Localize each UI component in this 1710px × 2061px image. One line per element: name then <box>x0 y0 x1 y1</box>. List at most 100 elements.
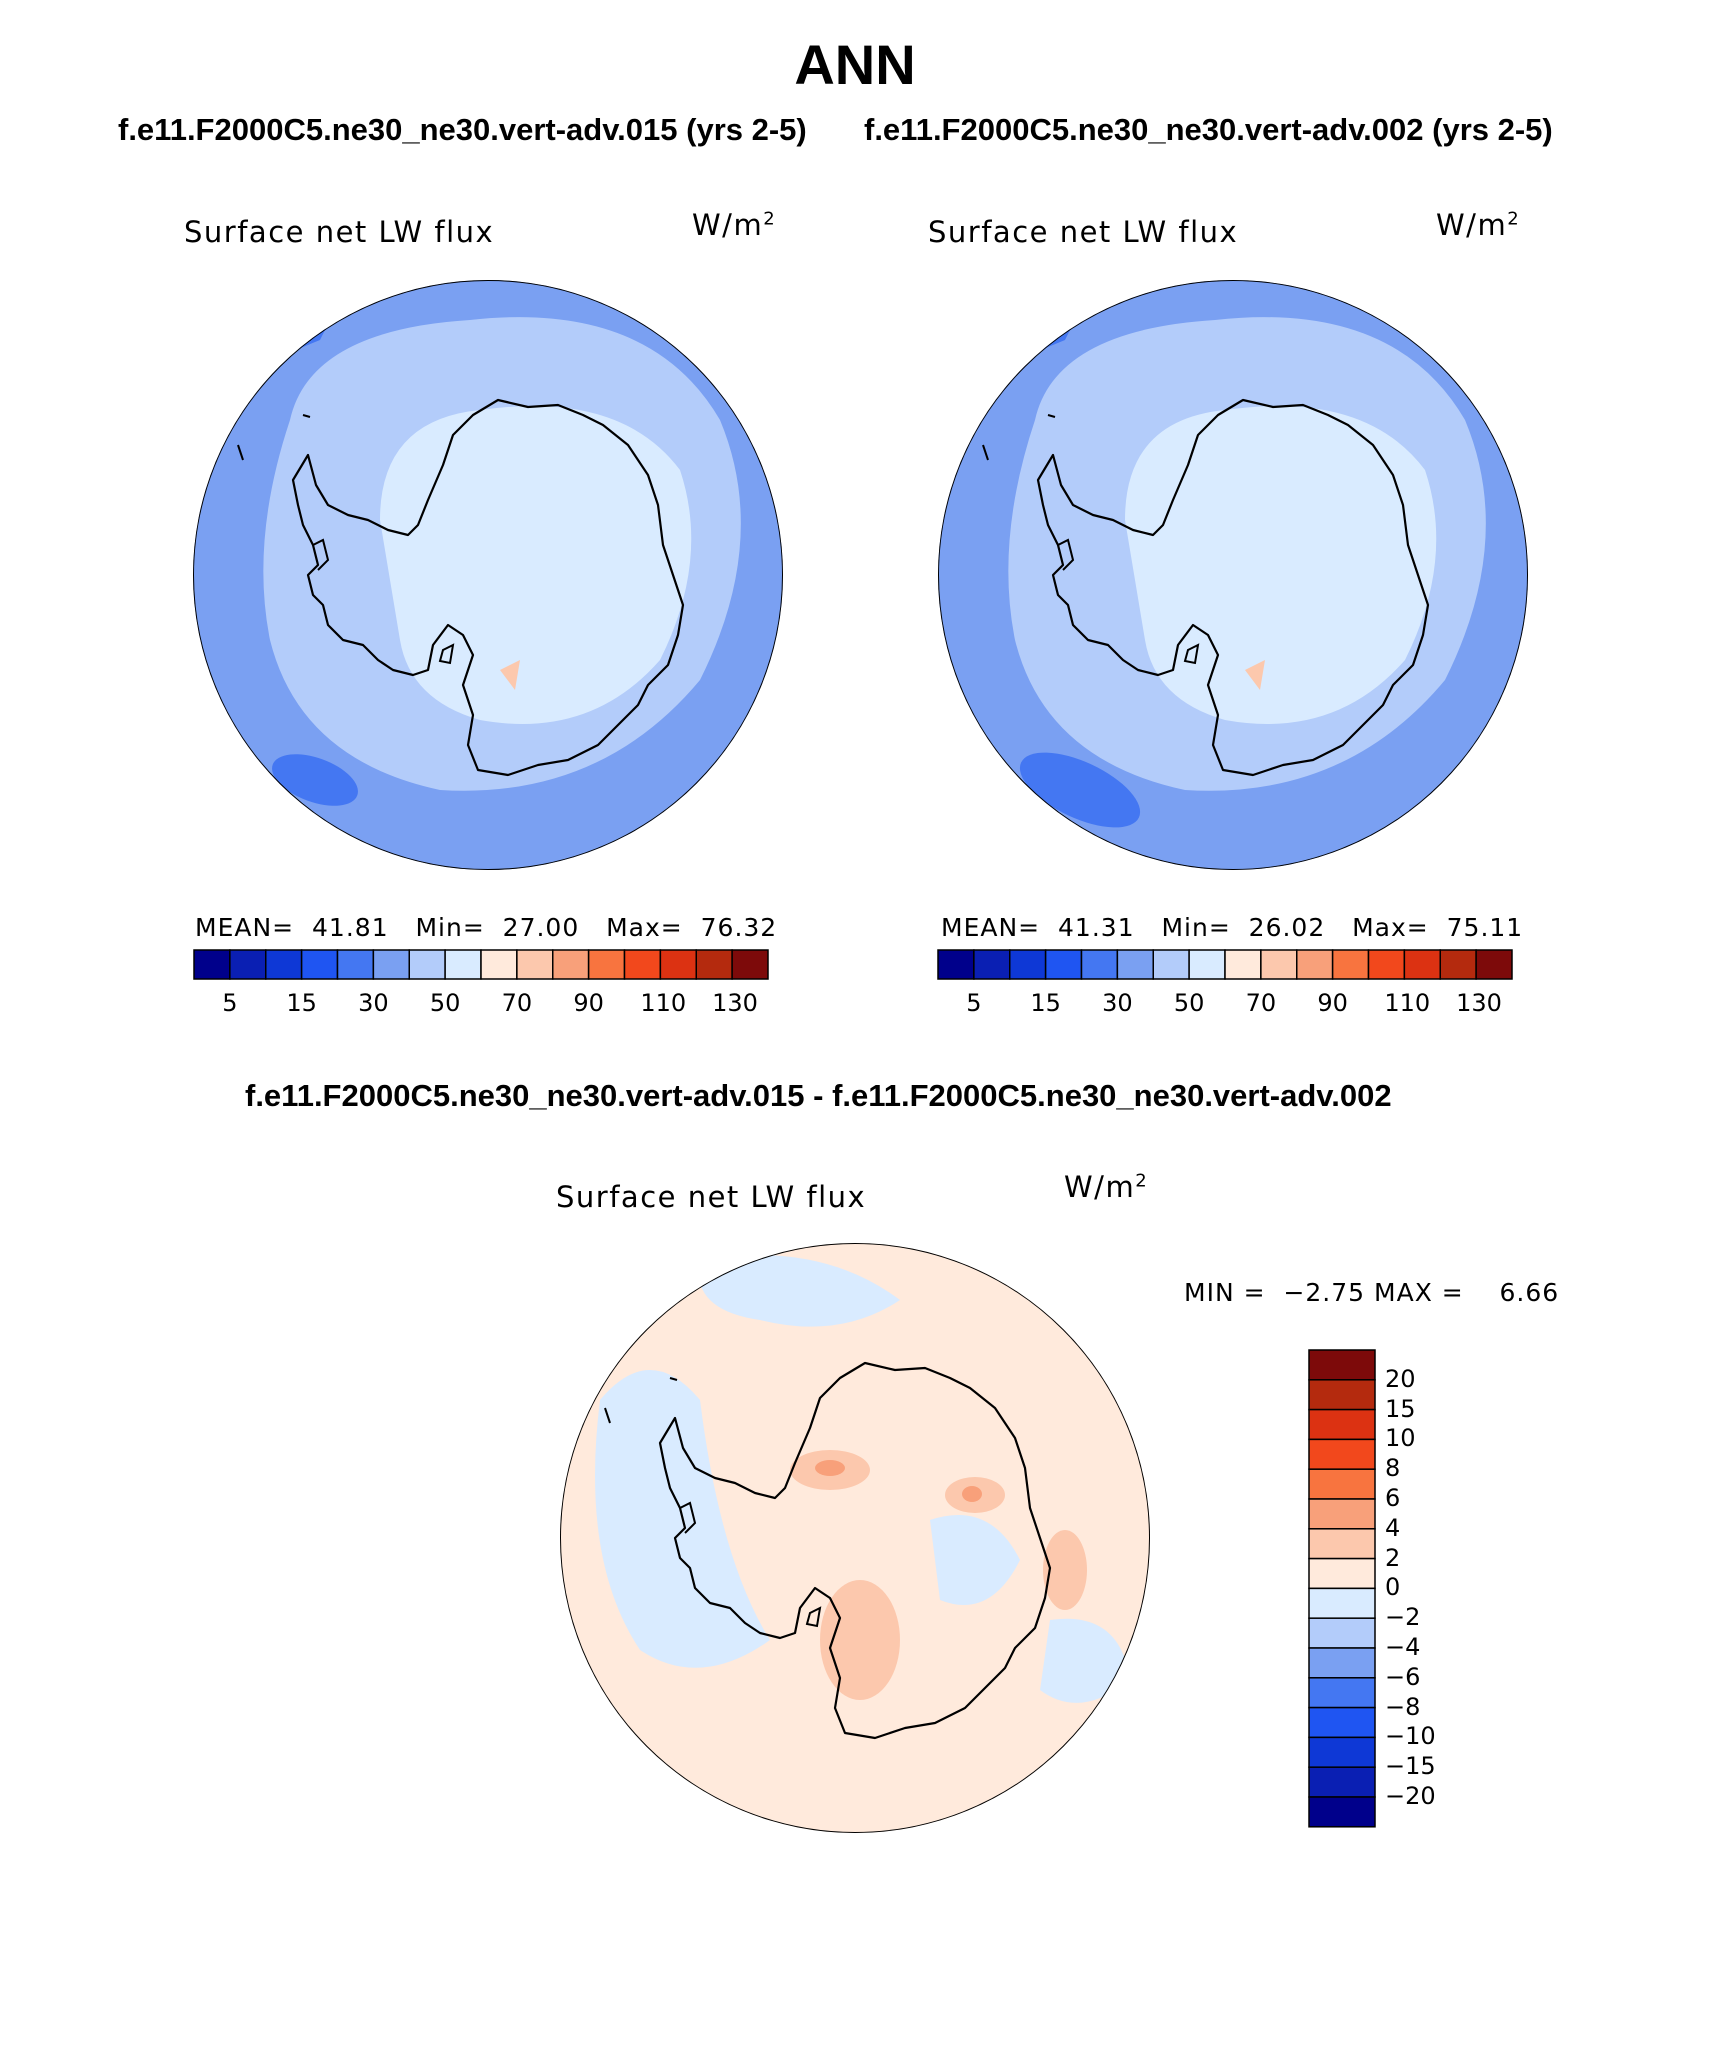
colorbar-swatch <box>1367 949 1406 980</box>
colorbar-tick-label: 70 <box>501 989 533 1017</box>
colorbar-swatch <box>1044 949 1083 980</box>
colorbar-swatch <box>731 949 769 980</box>
colorbar-tick-label: 50 <box>429 989 461 1017</box>
diff-variable-label: Surface net LW flux <box>556 1180 867 1214</box>
colorbar-tick-label: 130 <box>712 989 758 1017</box>
colorbar-swatch <box>193 949 231 980</box>
case-header-right: f.e11.F2000C5.ne30_ne30.vert-adv.002 (yr… <box>864 112 1553 147</box>
colorbar-tick-label: 15 <box>286 989 317 1017</box>
inner-band-left <box>380 406 692 724</box>
inner-band-right <box>1125 406 1437 724</box>
colorbar-tick-label: 10 <box>1385 1424 1416 1453</box>
colorbar-tick-label: 110 <box>1384 989 1431 1017</box>
stats-right: MEAN= 41.31 Min= 26.02 Max= 75.11 <box>941 913 1524 942</box>
colorbar-swatch <box>973 949 1011 980</box>
colorbar-tick-label: 50 <box>1173 989 1205 1017</box>
diff-units-label: W/m2 <box>1064 1170 1149 1204</box>
colorbar-tick-label: 30 <box>358 989 389 1017</box>
colorbar-swatch <box>1308 1349 1376 1381</box>
colorbar-swatch <box>1308 1498 1376 1530</box>
case-header-left: f.e11.F2000C5.ne30_ne30.vert-adv.015 (yr… <box>118 112 807 147</box>
colorbar-swatch <box>1152 949 1190 980</box>
diff-minmax: MIN = −2.75 MAX = 6.66 <box>1184 1278 1560 1307</box>
colorbar-swatch <box>1308 1647 1376 1679</box>
colorbar-tick-label: 90 <box>1317 989 1348 1017</box>
colorbar-swatch <box>408 949 446 980</box>
colorbar-swatch <box>516 949 554 980</box>
colorbar-swatch <box>1080 949 1119 980</box>
colorbar-tick-label: 4 <box>1385 1513 1401 1542</box>
colorbar-swatch <box>1308 1677 1376 1709</box>
page-title: ANN <box>794 33 916 96</box>
colorbar-swatch <box>1009 949 1047 980</box>
colorbar-tick-label: 2 <box>1385 1543 1401 1572</box>
colorbar-tick-label: 5 <box>966 989 982 1017</box>
diff-neg-region-4 <box>1040 1618 1130 1703</box>
colorbar-tick-label: −6 <box>1385 1662 1421 1691</box>
colorbar-swatch <box>1260 949 1298 980</box>
colorbar-tick-label: −10 <box>1385 1722 1436 1751</box>
colorbar-swatch <box>1308 1557 1376 1590</box>
colorbar-swatch <box>1403 949 1441 980</box>
diff-pos2-region-3 <box>820 1580 900 1700</box>
diff-neg-region-1 <box>698 1255 900 1327</box>
colorbar-swatch <box>372 949 410 980</box>
colorbar-tick-label: 5 <box>222 989 238 1017</box>
colorbar-swatch <box>587 949 626 980</box>
colorbar-swatch <box>300 949 339 980</box>
units-label-right: W/m2 <box>1436 208 1521 242</box>
colorbar-swatch <box>480 949 518 980</box>
colorbar-tick-label: 15 <box>1385 1394 1416 1423</box>
colorbar-swatch <box>1308 1617 1376 1649</box>
colorbar-swatch <box>659 949 697 980</box>
colorbar-diff <box>1308 1349 1376 1828</box>
map-left <box>193 280 783 870</box>
colorbar-swatch <box>1308 1796 1376 1828</box>
colorbar-tick-label: 110 <box>640 989 687 1017</box>
colorbar-tick-label: 20 <box>1385 1364 1416 1393</box>
colorbar-swatch <box>1308 1379 1376 1411</box>
colorbar-swatch <box>336 949 375 980</box>
colorbar-swatch <box>1308 1408 1376 1441</box>
colorbar-tick-label: 15 <box>1030 989 1061 1017</box>
diff-neg-region-3 <box>930 1515 1020 1605</box>
colorbar-tick-label: −2 <box>1385 1603 1421 1632</box>
colorbar-swatch <box>1116 949 1154 980</box>
outer-band-left-2 <box>272 754 358 806</box>
stats-left: MEAN= 41.81 Min= 27.00 Max= 76.32 <box>195 913 778 942</box>
colorbar-tick-label: 0 <box>1385 1573 1401 1602</box>
map-diff <box>560 1243 1150 1833</box>
diff-pos3-spot-1 <box>815 1460 845 1476</box>
colorbar-swatch <box>1308 1736 1376 1768</box>
diff-pos3-spot-2 <box>962 1486 982 1502</box>
outer-band-right-2 <box>1019 752 1141 828</box>
colorbar-swatch <box>1224 949 1262 980</box>
colorbar-swatch <box>1296 949 1334 980</box>
units-label-left: W/m2 <box>692 208 777 242</box>
colorbar-swatch <box>1188 949 1226 980</box>
variable-label-right: Surface net LW flux <box>928 215 1239 249</box>
colorbar-swatch <box>265 949 303 980</box>
colorbar-tick-label: −20 <box>1385 1782 1436 1810</box>
colorbar-swatch <box>1308 1528 1376 1560</box>
colorbar-tick-label: 90 <box>573 989 604 1017</box>
variable-label-left: Surface net LW flux <box>184 215 495 249</box>
colorbar-tick-label: 70 <box>1245 989 1277 1017</box>
colorbar-swatch <box>1308 1468 1376 1500</box>
colorbar-swatch <box>552 949 590 980</box>
warm-spot-right <box>1245 660 1265 690</box>
colorbar-swatch <box>1475 949 1513 980</box>
colorbar-swatch <box>623 949 662 980</box>
diff-pos2-region-4 <box>1043 1530 1087 1610</box>
colorbar-swatch <box>444 949 482 980</box>
diff-header: f.e11.F2000C5.ne30_ne30.vert-adv.015 - f… <box>245 1078 1392 1113</box>
colorbar-swatch <box>1308 1766 1376 1798</box>
colorbar-swatch <box>1439 949 1477 980</box>
colorbar-swatch <box>1331 949 1370 980</box>
colorbar-tick-label: 6 <box>1385 1484 1401 1512</box>
colorbar-tick-label: 8 <box>1385 1454 1401 1483</box>
warm-spot-left <box>500 660 520 690</box>
colorbar-tick-label: 130 <box>1456 989 1502 1017</box>
colorbar-swatch <box>1308 1438 1376 1470</box>
